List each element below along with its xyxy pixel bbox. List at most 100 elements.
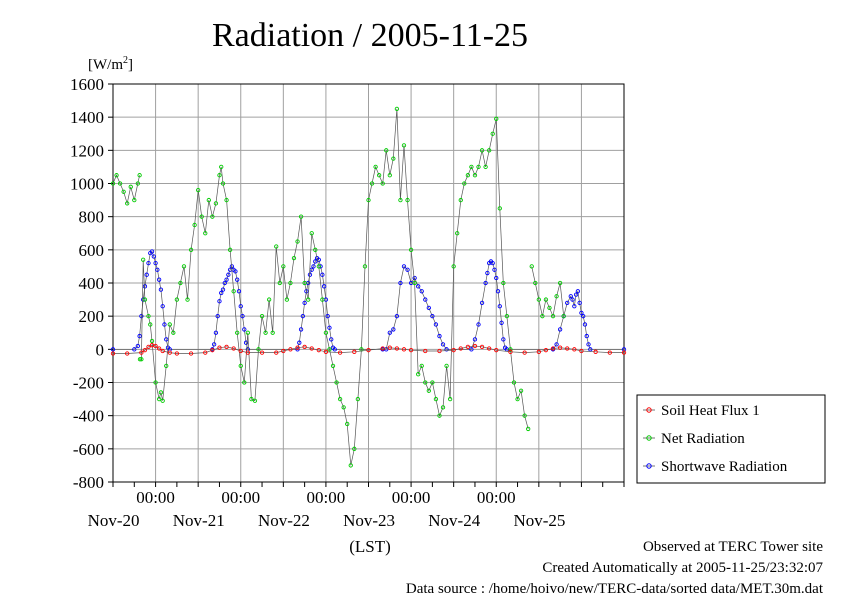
data-point xyxy=(508,349,513,354)
data-point xyxy=(416,372,421,377)
data-point xyxy=(437,348,442,354)
data-point xyxy=(487,148,492,153)
data-point xyxy=(529,264,534,269)
data-point xyxy=(327,325,332,330)
data-point xyxy=(495,289,501,294)
data-point xyxy=(213,201,219,206)
data-point xyxy=(426,388,431,393)
data-point xyxy=(313,247,318,252)
data-point xyxy=(469,347,474,352)
data-point xyxy=(220,181,226,186)
data-point xyxy=(252,398,258,403)
data-point xyxy=(242,380,247,385)
data-point xyxy=(380,346,385,351)
data-point xyxy=(300,314,306,319)
data-point xyxy=(211,342,217,347)
y-axis-unit: [W/m2] xyxy=(88,55,133,73)
data-point xyxy=(472,337,478,342)
data-point xyxy=(160,304,165,309)
data-point xyxy=(142,284,148,289)
data-point xyxy=(233,269,238,274)
data-point xyxy=(281,264,286,269)
legend-swatch-marker xyxy=(646,435,652,441)
series-layer xyxy=(110,106,627,468)
data-point xyxy=(405,267,410,272)
data-point xyxy=(492,267,497,272)
data-point xyxy=(455,231,460,236)
data-point xyxy=(355,396,361,402)
data-point xyxy=(215,314,220,319)
data-point xyxy=(164,363,169,369)
data-point xyxy=(412,275,417,281)
data-point xyxy=(533,280,538,286)
data-point xyxy=(139,350,144,355)
data-point xyxy=(401,347,407,352)
data-point xyxy=(472,343,478,349)
data-point xyxy=(313,259,318,264)
data-point xyxy=(416,284,421,289)
data-point xyxy=(543,348,549,353)
data-point xyxy=(366,197,371,203)
data-point xyxy=(398,280,403,286)
data-point xyxy=(327,347,332,352)
data-point xyxy=(570,297,575,302)
data-point xyxy=(188,351,194,356)
data-point xyxy=(369,181,375,186)
data-point xyxy=(142,348,148,353)
data-point xyxy=(405,197,410,203)
legend-swatch-marker xyxy=(646,407,652,413)
data-point xyxy=(110,347,116,352)
data-point xyxy=(266,297,272,302)
series-line xyxy=(112,174,140,205)
data-point xyxy=(462,181,467,186)
data-point xyxy=(227,247,233,252)
data-point xyxy=(501,337,506,342)
data-point xyxy=(174,351,180,356)
data-point xyxy=(304,289,309,294)
data-point xyxy=(274,244,279,249)
data-point xyxy=(222,280,227,286)
data-point xyxy=(226,272,231,277)
data-point xyxy=(561,314,566,319)
data-point xyxy=(295,239,300,244)
data-point xyxy=(433,396,439,402)
data-point xyxy=(135,343,140,349)
data-point xyxy=(577,300,582,306)
x-tick-date-label: Nov-22 xyxy=(258,511,310,530)
data-point xyxy=(160,398,165,403)
x-tick-date-label: Nov-24 xyxy=(428,511,480,530)
data-point xyxy=(518,388,524,393)
data-point xyxy=(323,330,329,335)
data-point xyxy=(337,396,343,402)
data-point xyxy=(274,350,279,355)
data-point xyxy=(188,247,194,252)
data-point xyxy=(394,346,400,351)
data-point xyxy=(162,322,167,327)
series-line xyxy=(531,266,565,318)
legend-label: Shortwave Radiation xyxy=(661,459,788,475)
data-point xyxy=(332,347,337,352)
data-point xyxy=(219,164,224,170)
data-point xyxy=(494,275,499,281)
data-point xyxy=(584,333,589,339)
data-point xyxy=(217,345,222,350)
data-point xyxy=(394,106,400,112)
data-point xyxy=(316,264,321,269)
x-axis-label: (LST) xyxy=(349,537,391,556)
data-point xyxy=(238,348,243,354)
data-point xyxy=(437,413,442,418)
data-point xyxy=(607,350,612,355)
data-point xyxy=(483,280,488,286)
data-point xyxy=(575,289,581,294)
data-point xyxy=(487,346,492,351)
data-point xyxy=(557,280,563,286)
data-point xyxy=(458,346,463,351)
y-tick-label: 600 xyxy=(79,241,105,260)
footer-observed: Observed at TERC Tower site xyxy=(643,539,823,555)
data-point xyxy=(373,164,378,170)
legend: Soil Heat Flux 1 Net Radiation Shortwave R… xyxy=(636,394,826,484)
data-point xyxy=(171,330,176,335)
data-point xyxy=(352,349,357,354)
data-point xyxy=(295,345,300,350)
